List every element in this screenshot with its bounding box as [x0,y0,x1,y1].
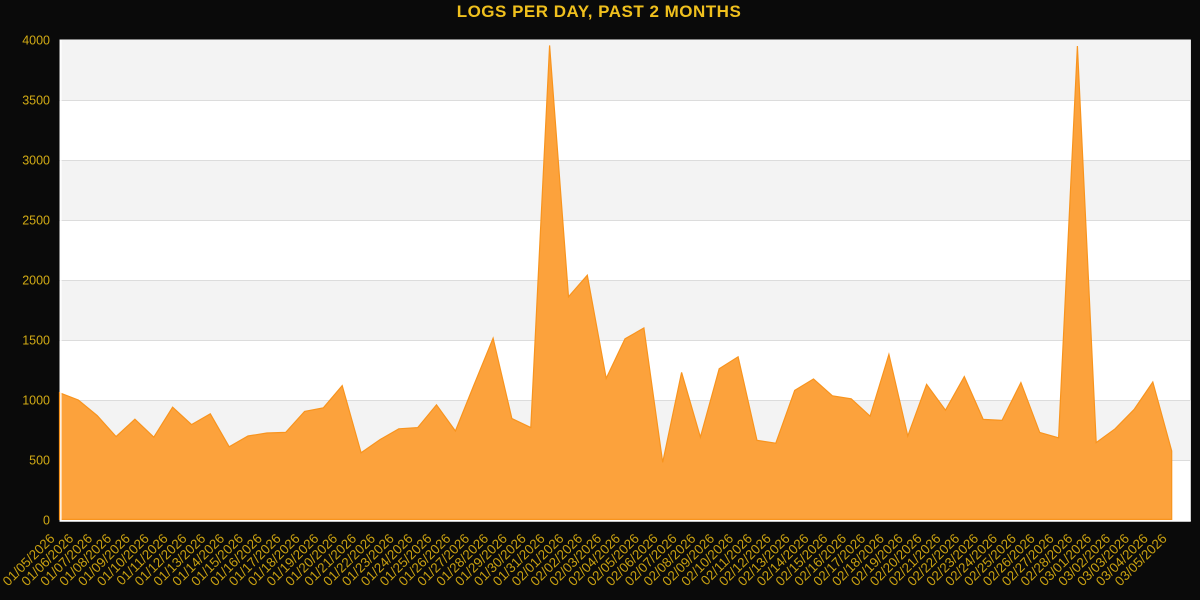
svg-text:2000: 2000 [22,273,50,287]
svg-text:3000: 3000 [22,153,50,167]
svg-text:1000: 1000 [22,393,50,407]
svg-text:500: 500 [29,453,50,467]
svg-text:1500: 1500 [22,333,50,347]
svg-text:3500: 3500 [22,93,50,107]
svg-text:2500: 2500 [22,213,50,227]
svg-text:0: 0 [43,513,50,527]
svg-text:LOGS PER DAY, PAST 2 MONTHS: LOGS PER DAY, PAST 2 MONTHS [457,2,742,21]
svg-text:4000: 4000 [22,33,50,47]
